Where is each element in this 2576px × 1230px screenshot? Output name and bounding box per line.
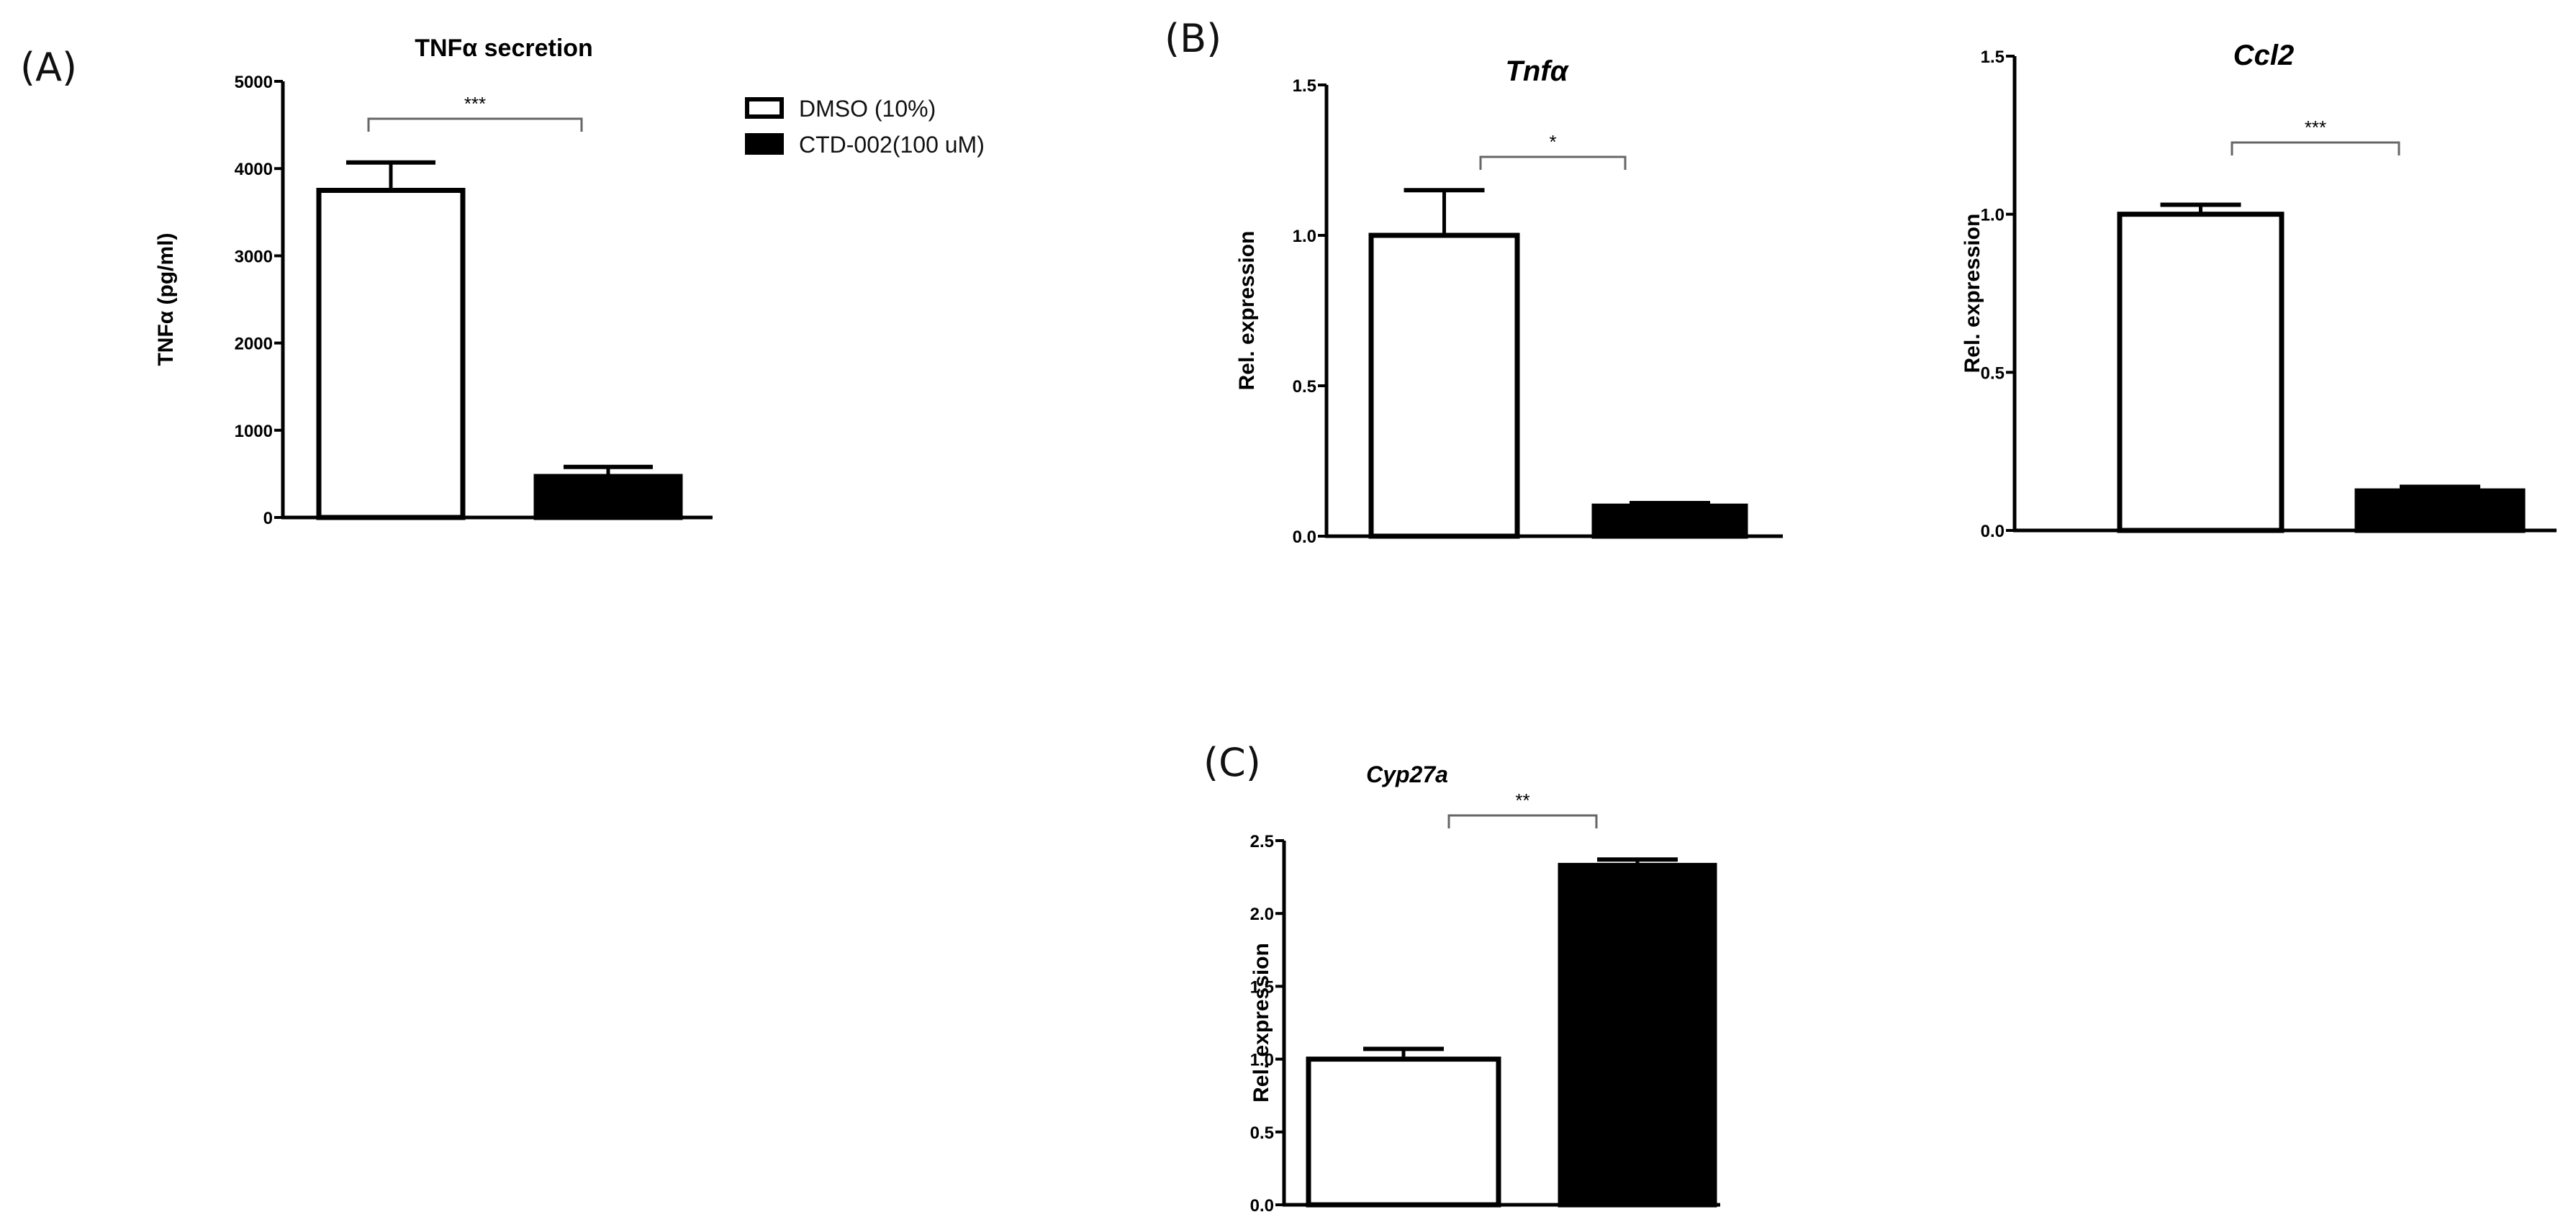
y-tick-label: 1.0	[1981, 206, 2005, 225]
chart-b2: Ccl2 0.0 0.5 1.0 1.5 Rel. expression ***	[1961, 40, 2557, 541]
y-tick-label: 0.5	[1293, 377, 1316, 397]
y-axis-label: TNFα (pg/ml)	[154, 232, 178, 366]
y-tick-label: 1.0	[1293, 227, 1316, 246]
significance-stars: *	[1549, 131, 1556, 153]
significance-bracket	[1479, 155, 1627, 170]
y-tick-label: 1.0	[1250, 1051, 1274, 1070]
panel-label-a: (A)	[20, 45, 78, 90]
chart-c: Cyp27a 0.0 0.5 1.0 1.5 2.0 2.5 Rel. expression *…	[1249, 761, 1720, 1216]
y-tick-label: 2.5	[1250, 832, 1274, 851]
y-tick-label: 2000	[235, 335, 273, 354]
legend-label-ctd-002: CTD-002(100 uM)	[799, 132, 985, 158]
y-tick-label: 0.0	[1293, 528, 1316, 547]
y-tick-label: 3000	[235, 247, 273, 266]
y-tick-label: 2.0	[1250, 905, 1274, 924]
y-tick-label: 4000	[235, 160, 273, 179]
legend-swatch-ctd-002	[745, 133, 784, 155]
y-axis-label: Rel. expression	[1249, 943, 1273, 1103]
bar-ctd-002	[2354, 488, 2526, 533]
y-tick-label: 0	[263, 509, 273, 528]
y-tick-label: 0.0	[1981, 522, 2005, 541]
y-tick-label: 0.0	[1250, 1196, 1274, 1216]
panel-label-c: (C)	[1203, 740, 1261, 785]
significance-stars: **	[1515, 790, 1529, 811]
significance-bracket	[367, 117, 583, 132]
legend-label-dmso: DMSO (10%)	[799, 96, 936, 122]
y-tick-label: 1.5	[1250, 977, 1274, 997]
significance-stars: ***	[464, 93, 486, 114]
bar-ctd-002	[1558, 862, 1717, 1208]
y-tick-label: 1000	[235, 422, 273, 441]
bar-dmso	[1306, 1057, 1501, 1208]
bar-dmso	[2117, 212, 2284, 533]
bar-dmso	[316, 188, 466, 520]
chart-title: TNFα secretion	[415, 35, 593, 62]
panel-label-b: (B)	[1165, 16, 1222, 61]
chart-title: Ccl2	[2233, 40, 2295, 71]
chart-title: Tnfα	[1506, 55, 1570, 87]
bar-dmso	[1368, 232, 1520, 539]
y-tick-label: 5000	[235, 73, 273, 92]
significance-stars: ***	[2305, 117, 2326, 138]
legend: DMSO (10%) CTD-002(100 uM)	[745, 96, 985, 158]
y-tick-label: 0.5	[1981, 363, 2005, 383]
chart-b1: Tnfα 0.0 0.5 1.0 1.5 Rel. expression *	[1235, 55, 1783, 547]
chart-title: Cyp27a	[1366, 761, 1448, 787]
y-tick-label: 1.5	[1981, 48, 2005, 67]
y-axis-label: Rel. expression	[1235, 231, 1259, 391]
legend-swatch-dmso	[745, 97, 784, 119]
significance-bracket	[2231, 141, 2400, 155]
bar-ctd-002	[533, 474, 683, 520]
bar-ctd-002	[1591, 503, 1748, 539]
y-tick-label: 0.5	[1250, 1123, 1274, 1143]
y-axis-label: Rel. expression	[1961, 214, 1984, 374]
chart-a: TNFα secretion 0 1000 2000 3000 4000 5000 TNFα …	[154, 35, 713, 528]
y-tick-label: 1.5	[1293, 76, 1316, 96]
significance-bracket	[1447, 814, 1598, 828]
